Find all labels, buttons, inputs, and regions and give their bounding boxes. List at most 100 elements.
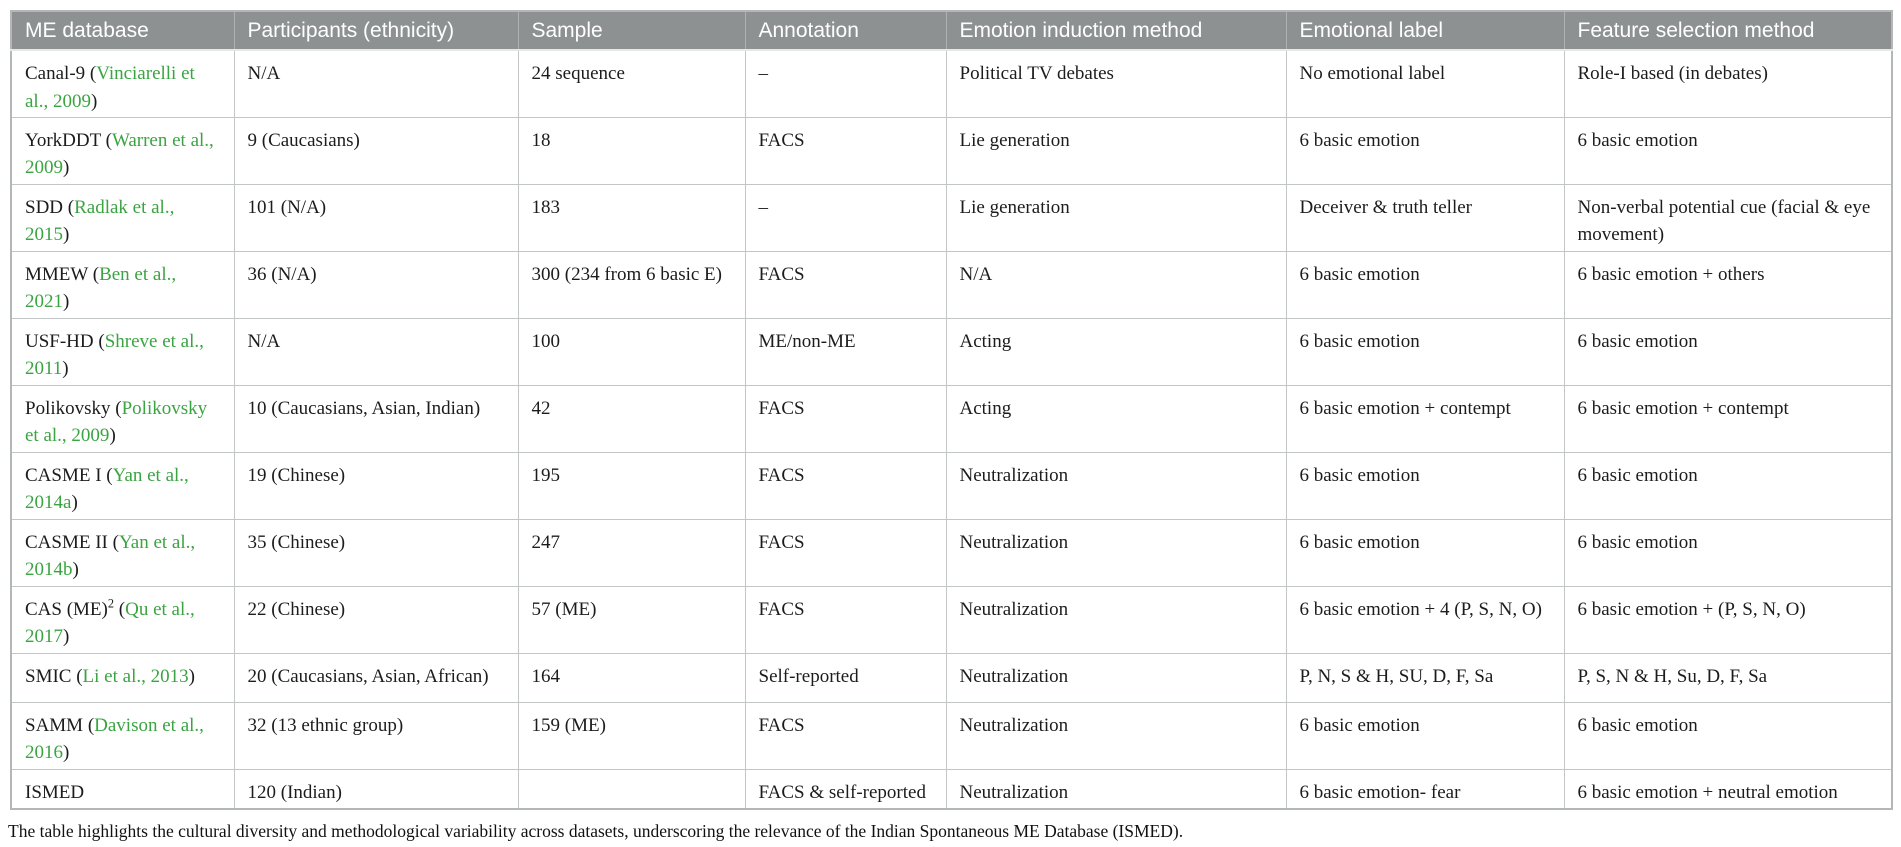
database-name: ) (90, 90, 98, 112)
superscript: 2 (107, 596, 115, 611)
cell-database: CAS (ME)2 (Qu et al., 2017) (10, 585, 235, 654)
cell-participants: 19 (Chinese) (233, 451, 519, 520)
cell-induction: Acting (945, 317, 1287, 386)
cell-emotional_label: 6 basic emotion (1285, 701, 1565, 770)
cell-participants: N/A (233, 317, 519, 386)
cell-emotional_label: 6 basic emotion (1285, 250, 1565, 319)
database-name: Canal-9 ( (25, 63, 97, 84)
database-name: ) (63, 224, 70, 246)
cell-sample: 164 (517, 652, 746, 703)
table-caption: The table highlights the cultural divers… (8, 821, 1184, 841)
cell-annotation: FACS (744, 116, 947, 185)
cell-feature: P, S, N & H, Su, D, F, Sa (1563, 652, 1893, 703)
cell-database: CASME I (Yan et al., 2014a) (10, 451, 235, 520)
cell-emotional_label: 6 basic emotion (1285, 451, 1565, 520)
cell-participants: 10 (Caucasians, Asian, Indian) (233, 384, 519, 453)
citation-link[interactable]: Davison et al., 2016 (25, 714, 204, 764)
citation-link[interactable]: Polikovsky et al., 2009 (25, 397, 208, 447)
citation-link[interactable]: Shreve et al., 2011 (25, 330, 204, 380)
citation-link[interactable]: Yan et al., 2014a (25, 464, 189, 514)
cell-induction: Neutralization (945, 652, 1287, 703)
cell-induction: Lie generation (945, 116, 1287, 185)
cell-annotation: – (744, 49, 947, 118)
database-name: ) (109, 425, 116, 447)
cell-emotional_label: 6 basic emotion (1285, 317, 1565, 386)
cell-induction: Acting (945, 384, 1287, 453)
cell-annotation: FACS (744, 585, 947, 654)
citation-link[interactable]: Qu et al., 2017 (25, 598, 195, 648)
cell-feature: Non-verbal potential cue (facial & eye m… (1563, 183, 1893, 252)
table-row: Polikovsky (Polikovsky et al., 2009) 10 (… (10, 384, 1893, 453)
table-body: Canal-9 (Vinciarelli et al., 2009) N/A 24 … (10, 49, 1893, 810)
cell-feature: 6 basic emotion (1563, 317, 1893, 386)
database-name: ) (188, 665, 195, 687)
table-row: SDD (Radlak et al., 2015) 101 (N/A) 183– Li… (10, 183, 1893, 252)
citation-link[interactable]: Warren et al., 2009 (25, 129, 214, 179)
cell-database: MMEW (Ben et al., 2021) (10, 250, 235, 319)
cell-induction: Neutralization (945, 585, 1287, 654)
cell-feature: 6 basic emotion (1563, 518, 1893, 587)
database-name: ) (63, 291, 70, 313)
cell-participants: 22 (Chinese) (233, 585, 519, 654)
column-header-database: ME database (11, 11, 235, 51)
database-name: SDD ( (25, 196, 75, 218)
column-header-sample: Sample (518, 11, 746, 51)
table-row: SMIC (Li et al., 2013) 20 (Caucasians, As… (10, 652, 1893, 703)
citation-link[interactable]: Yan et al., 2014b (25, 531, 196, 581)
database-name: CASME I ( (25, 464, 113, 486)
cell-feature: 6 basic emotion + neutral emotion (1563, 768, 1893, 810)
column-header-annotation: Annotation (745, 11, 947, 51)
citation-link[interactable]: Vinciarelli et al., 2009 (25, 63, 195, 112)
citation-link[interactable]: Ben et al., 2021 (25, 263, 177, 313)
cell-participants: 101 (N/A) (233, 183, 519, 252)
cell-annotation: FACS (744, 451, 947, 520)
cell-sample: 247 (517, 518, 746, 587)
citation-link[interactable]: Radlak et al., 2015 (25, 196, 175, 246)
cell-database: ISMED (10, 768, 235, 810)
table-row: Canal-9 (Vinciarelli et al., 2009) N/A 24 … (10, 49, 1893, 118)
table-row: ISMED 120 (Indian) FACS & self-reported Neu… (10, 768, 1893, 810)
cell-annotation: Self-reported (744, 652, 947, 703)
cell-emotional_label: 6 basic emotion + contempt (1285, 384, 1565, 453)
table-row: CASME I (Yan et al., 2014a) 19 (Chinese) 1… (10, 451, 1893, 520)
database-name: ) (63, 157, 70, 179)
database-name: Polikovsky ( (25, 397, 122, 419)
cell-annotation: FACS (744, 518, 947, 587)
cell-participants: 35 (Chinese) (233, 518, 519, 587)
database-name: ( (114, 598, 126, 620)
cell-database: Polikovsky (Polikovsky et al., 2009) (10, 384, 235, 453)
cell-annotation: ME/non-ME (744, 317, 947, 386)
cell-participants: 32 (13 ethnic group) (233, 701, 519, 770)
cell-emotional_label: 6 basic emotion + 4 (P, S, N, O) (1285, 585, 1565, 654)
cell-emotional_label: No emotional label (1285, 49, 1565, 118)
cell-database: YorkDDT (Warren et al., 2009) (10, 116, 235, 185)
cell-sample: 195 (517, 451, 746, 520)
citation-link[interactable]: Li et al., 2013 (82, 665, 189, 687)
table-row: CASME II (Yan et al., 2014b) 35 (Chinese)… (10, 518, 1893, 587)
cell-annotation: FACS & self-reported (744, 768, 947, 810)
cell-sample (517, 768, 746, 810)
cell-feature: 6 basic emotion (1563, 116, 1893, 185)
table-header: ME database Participants (ethnicity) Sampl… (11, 11, 1892, 51)
cell-participants: N/A (233, 49, 519, 118)
cell-sample: 100 (517, 317, 746, 386)
cell-emotional_label: 6 basic emotion- fear (1285, 768, 1565, 810)
cell-feature: 6 basic emotion + (P, S, N, O) (1563, 585, 1893, 654)
table-row: SAMM (Davison et al., 2016) 32 (13 ethnic… (10, 701, 1893, 770)
header-row: ME database Participants (ethnicity) Sampl… (11, 11, 1892, 51)
cell-annotation: FACS (744, 701, 947, 770)
cell-feature: 6 basic emotion (1563, 701, 1893, 770)
column-header-participants: Participants (ethnicity) (234, 11, 519, 51)
database-name: YorkDDT ( (25, 129, 112, 151)
database-name: SAMM ( (25, 714, 95, 736)
database-name: ) (62, 358, 69, 380)
table-row: MMEW (Ben et al., 2021) 36 (N/A) 300 (234 … (10, 250, 1893, 319)
cell-induction: Lie generation (945, 183, 1287, 252)
database-name: USF-HD ( (25, 330, 105, 352)
cell-feature: 6 basic emotion (1563, 451, 1893, 520)
cell-database: SDD (Radlak et al., 2015) (10, 183, 235, 252)
cell-emotional_label: P, N, S & H, SU, D, F, Sa (1285, 652, 1565, 703)
cell-feature: 6 basic emotion + contempt (1563, 384, 1893, 453)
cell-emotional_label: 6 basic emotion (1285, 116, 1565, 185)
cell-sample: 183 (517, 183, 746, 252)
